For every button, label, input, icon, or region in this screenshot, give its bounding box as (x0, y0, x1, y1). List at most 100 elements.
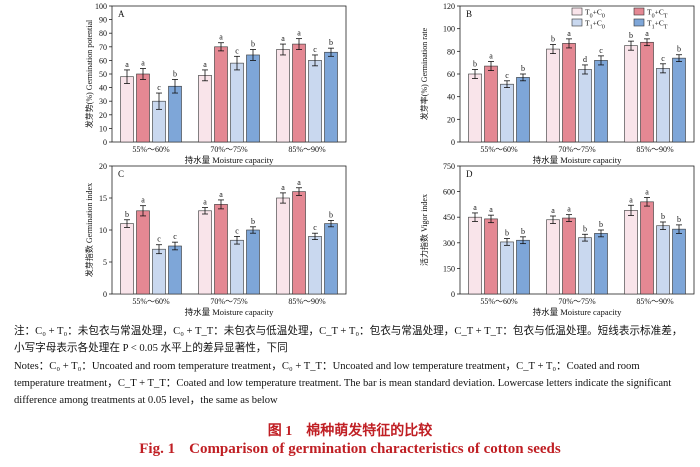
figure-caption-chinese: 图 1 棉种萌发特征的比较 (0, 420, 700, 440)
notes-english: Notes：C₀ + T₀：Uncoated and room temperat… (14, 361, 672, 406)
y-tick-label: 20 (99, 111, 107, 120)
y-tick-label: 90 (99, 16, 107, 25)
legend-label: T0+C0 (585, 8, 605, 20)
bar (624, 210, 638, 295)
x-tick-label: 70%～75% (210, 145, 248, 154)
bar (246, 229, 260, 295)
y-tick-label: 20 (99, 162, 107, 171)
significance-letter: c (157, 235, 161, 244)
significance-letter: b (551, 35, 555, 44)
y-tick-label: 15 (99, 194, 107, 203)
y-tick-label: 0 (451, 138, 455, 147)
plot-frame (459, 165, 695, 295)
significance-letter: a (219, 33, 223, 42)
y-tick-label: 80 (447, 47, 455, 56)
significance-letter: c (157, 83, 161, 92)
bar (168, 245, 182, 295)
significance-letter: b (677, 45, 681, 54)
y-tick-label: 5 (103, 258, 107, 267)
bar (246, 54, 260, 143)
notes-chinese: 注：C₀ + T₀：未包衣与常温处理，C₀ + T_T：未包衣与低温处理，C_T… (14, 326, 683, 354)
significance-letter: a (629, 195, 633, 204)
panel-b-group: 0 20 40 60 80 100 120 B 发芽率(%) Germination rate b… (419, 2, 695, 165)
figure-caption-english: Fig. 1 Comparison of germination characte… (0, 441, 700, 458)
legend-label: T0+CT (647, 8, 668, 20)
legend: T0+C0 T0+CT T1+C0 T1+CT (571, 7, 668, 31)
y-tick-label: 40 (447, 93, 455, 102)
bar (230, 62, 244, 143)
x-tick-label: 85%～90% (636, 145, 674, 154)
bar (594, 60, 608, 143)
figure-number-english: Fig. 1 (139, 441, 176, 457)
significance-letter: b (505, 229, 509, 238)
panel-a-group: 0 10 20 30 40 50 60 70 80 90 100 A 发芽势(%) Germinatio… (84, 2, 347, 165)
y-tick-label: 120 (443, 2, 455, 11)
figure-title-english: Comparison of germination characteristic… (189, 441, 561, 457)
y-tick-label: 600 (443, 188, 455, 197)
significance-letter: b (329, 38, 333, 47)
bar (640, 41, 654, 143)
x-axis-label: 持水量 Moisture capacity (533, 307, 623, 317)
legend-label: T1+CT (647, 19, 668, 31)
significance-letter: a (473, 203, 477, 212)
significance-letter: a (567, 205, 571, 214)
panel-c-group: 0 5 10 15 20 C 发芽指数 Germination index b a c c 55%～6… (84, 162, 347, 317)
bar (468, 73, 482, 143)
bar (276, 197, 290, 295)
bar (168, 85, 182, 143)
bar (500, 241, 514, 295)
figure-title-chinese: 棉种萌发特征的比较 (306, 424, 433, 439)
bar (468, 216, 482, 295)
significance-letter: a (125, 60, 129, 69)
significance-letter: b (521, 227, 525, 236)
bar (214, 204, 228, 295)
bar (308, 60, 322, 143)
significance-letter: c (661, 54, 665, 63)
y-tick-label: 0 (103, 138, 107, 147)
panel-d-group: 0 150 300 450 600 750 D 活力指数 Vigor index a a b b 55%… (419, 162, 695, 317)
x-tick-label: 55%～60% (132, 145, 170, 154)
x-tick-label: 55%～60% (480, 297, 518, 306)
significance-letter: a (645, 29, 649, 38)
bar (214, 46, 228, 143)
panel-letter: B (466, 9, 472, 19)
significance-letter: b (251, 40, 255, 49)
significance-letter: b (583, 224, 587, 233)
x-axis-label: 持水量 Moisture capacity (533, 155, 623, 165)
significance-letter: c (235, 46, 239, 55)
significance-letter: a (219, 190, 223, 199)
bar (656, 225, 670, 295)
significance-letter: c (505, 71, 509, 80)
significance-letter: a (551, 206, 555, 215)
x-axis-label: 持水量 Moisture capacity (185, 155, 275, 165)
x-tick-label: 70%～75% (558, 145, 596, 154)
bar (562, 43, 576, 143)
legend-swatch (571, 18, 583, 27)
bar (120, 76, 134, 143)
bar (672, 228, 686, 295)
legend-swatch (571, 7, 583, 16)
y-axis-label: 发芽率(%) Germination rate (419, 27, 429, 120)
y-tick-label: 40 (99, 84, 107, 93)
bar (198, 75, 212, 143)
significance-letter: b (599, 220, 603, 229)
legend-swatch (633, 18, 645, 27)
bar (546, 48, 560, 143)
significance-letter: a (203, 60, 207, 69)
significance-letter: a (281, 34, 285, 43)
bar (292, 43, 306, 143)
legend-label: T1+C0 (585, 19, 605, 31)
significance-letter: b (677, 215, 681, 224)
y-tick-label: 50 (99, 70, 107, 79)
bar (500, 83, 514, 143)
significance-letter: b (521, 64, 525, 73)
panel-letter: D (466, 169, 473, 179)
significance-letter: c (313, 223, 317, 232)
x-tick-label: 85%～90% (636, 297, 674, 306)
significance-letter: a (297, 178, 301, 187)
x-axis-label: 持水量 Moisture capacity (185, 307, 275, 317)
y-tick-label: 300 (443, 239, 455, 248)
y-tick-label: 60 (99, 56, 107, 65)
x-tick-label: 70%～75% (210, 297, 248, 306)
